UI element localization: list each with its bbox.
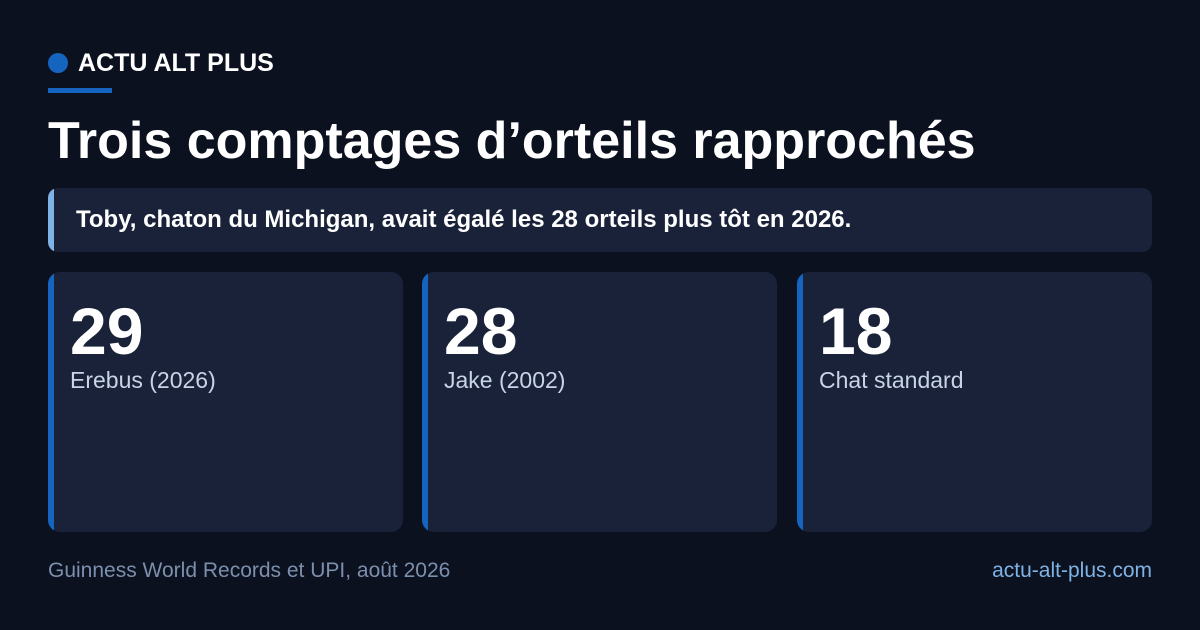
footer-url-link[interactable]: actu-alt-plus.com [992,559,1152,582]
stat-accent-bar [422,272,428,532]
subhead-box: Toby, chaton du Michigan, avait égalé le… [48,188,1152,252]
stat-label: Chat standard [819,367,964,393]
brand-header: ACTU ALT PLUS [48,48,274,78]
stat-accent-bar [48,272,54,532]
footer-source: Guinness World Records et UPI, août 2026 [48,559,451,582]
stat-label: Erebus (2026) [70,367,216,393]
stat-card-jake: 28 Jake (2002) [422,272,777,532]
stat-card-erebus: 29 Erebus (2026) [48,272,403,532]
subhead-text: Toby, chaton du Michigan, avait égalé le… [76,206,852,233]
subhead-accent-bar [48,188,54,252]
stat-label: Jake (2002) [444,367,566,393]
stat-value: 18 [819,294,893,368]
stat-value: 28 [444,294,518,368]
stat-value: 29 [70,294,144,368]
page-title: Trois comptages d’orteils rapprochés [48,112,976,170]
brand-name: ACTU ALT PLUS [78,48,274,77]
stat-accent-bar [797,272,803,532]
brand-dot-icon [48,53,68,73]
brand-underline [48,88,112,93]
stat-card-standard-cat: 18 Chat standard [797,272,1152,532]
